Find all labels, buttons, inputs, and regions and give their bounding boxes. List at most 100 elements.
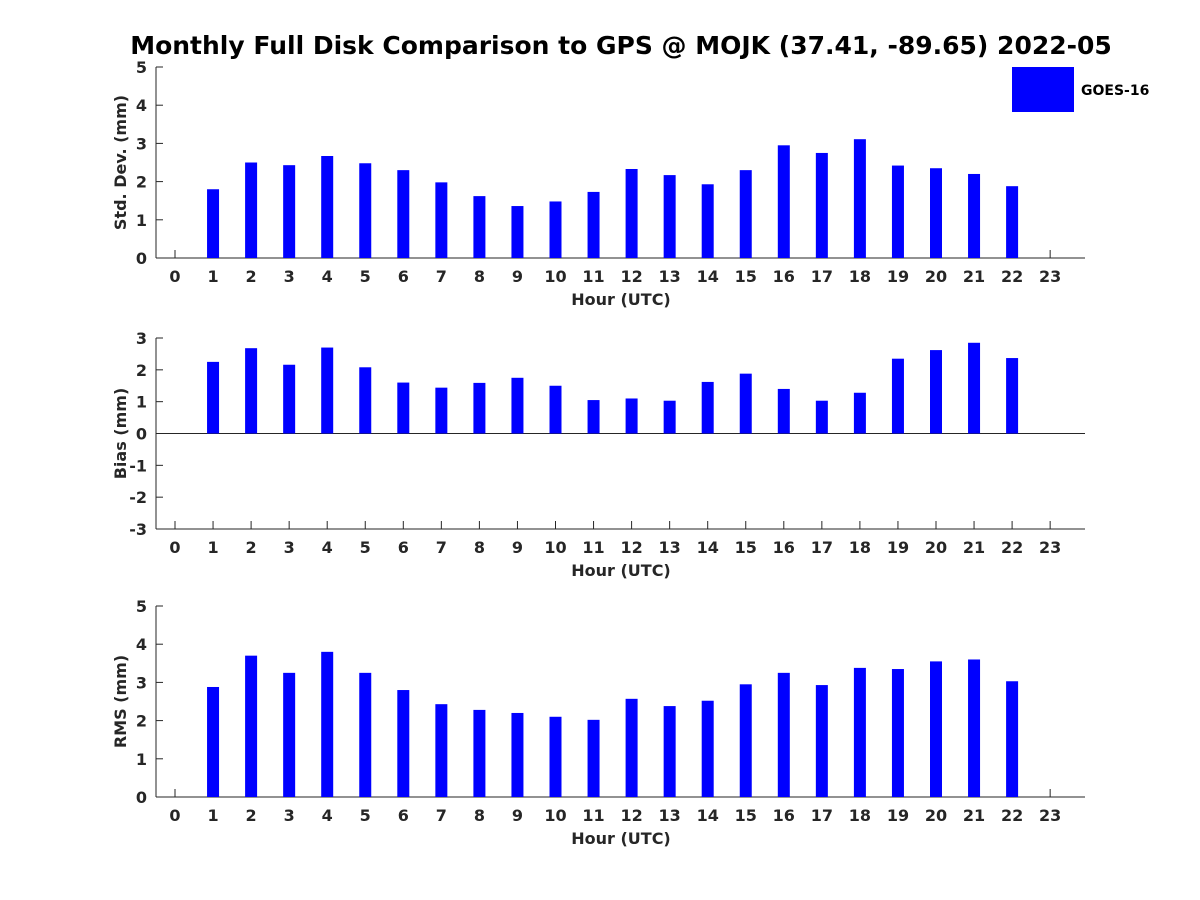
std-dev-x-tick-label: 2: [246, 267, 257, 286]
bias-x-tick-label: 13: [659, 538, 681, 557]
bias-x-tick-label: 12: [620, 538, 642, 557]
rms-x-tick-label: 18: [849, 806, 871, 825]
std-dev-bar-hour-17: [815, 152, 828, 258]
rms-x-tick-label: 21: [963, 806, 985, 825]
rms-bar-hour-12: [625, 698, 638, 797]
std-dev-bar-hour-3: [283, 165, 296, 258]
bias-x-tick-label: 8: [474, 538, 485, 557]
rms-x-tick-label: 4: [322, 806, 333, 825]
std-dev-x-tick-label: 6: [398, 267, 409, 286]
bias-x-tick-label: 17: [811, 538, 833, 557]
bias-x-tick-label: 7: [436, 538, 447, 557]
figure-title: Monthly Full Disk Comparison to GPS @ MO…: [130, 31, 1112, 60]
rms-x-tick-label: 5: [360, 806, 371, 825]
bias-x-tick-label: 14: [697, 538, 719, 557]
rms-x-tick-label: 2: [246, 806, 257, 825]
std-dev-bar-hour-11: [587, 191, 600, 258]
rms-x-tick-label: 20: [925, 806, 947, 825]
std-dev-y-tick-label: 3: [136, 134, 147, 153]
bias-y-tick-label: 2: [136, 361, 147, 380]
bias-bar-hour-9: [511, 377, 524, 434]
std-dev-bar-hour-4: [321, 156, 334, 258]
rms-x-tick-label: 7: [436, 806, 447, 825]
std-dev-bar-hour-12: [625, 168, 638, 258]
bias-bar-hour-2: [245, 348, 258, 434]
rms-bar-hour-21: [968, 659, 981, 797]
rms-bar-hour-1: [207, 686, 220, 797]
legend: GOES-16: [1012, 67, 1149, 112]
bias-y-axis-label: Bias (mm): [111, 388, 130, 480]
std-dev-x-tick-label: 5: [360, 267, 371, 286]
bias-bar-hour-6: [397, 382, 410, 434]
rms-y-tick-label: 0: [136, 788, 147, 807]
rms-x-tick-label: 8: [474, 806, 485, 825]
bias-x-tick-label: 9: [512, 538, 523, 557]
bias-bar-hour-5: [359, 367, 372, 434]
std-dev-bar-hour-16: [777, 145, 790, 258]
std-dev-x-tick-label: 21: [963, 267, 985, 286]
rms-x-tick-label: 17: [811, 806, 833, 825]
bias-bar-hour-11: [587, 400, 600, 434]
bias-bar-hour-22: [1006, 358, 1019, 434]
std-dev-x-tick-label: 16: [773, 267, 795, 286]
std-dev-bar-hour-9: [511, 206, 524, 258]
std-dev-bar-hour-8: [473, 196, 486, 258]
std-dev-bar-hour-14: [701, 184, 714, 258]
rms-x-tick-label: 3: [284, 806, 295, 825]
bias-bar-hour-13: [663, 400, 676, 434]
rms-x-tick-label: 14: [697, 806, 719, 825]
std-dev-y-tick-label: 0: [136, 249, 147, 268]
bias-bar-hour-17: [815, 400, 828, 434]
bias-y-tick-label: -1: [129, 456, 147, 475]
rms-bar-hour-5: [359, 672, 372, 797]
std-dev-y-tick-label: 2: [136, 173, 147, 192]
std-dev-x-tick-label: 15: [735, 267, 757, 286]
bias-x-tick-label: 21: [963, 538, 985, 557]
bias-x-tick-label: 19: [887, 538, 909, 557]
rms-y-tick-label: 1: [136, 750, 147, 769]
std-dev-x-axis-label: Hour (UTC): [571, 290, 671, 309]
bias-bar-hour-14: [701, 381, 714, 434]
rms-bar-hour-3: [283, 672, 296, 797]
std-dev-bar-hour-21: [968, 173, 981, 258]
rms-y-axis-label: RMS (mm): [111, 655, 130, 748]
rms-x-tick-label: 6: [398, 806, 409, 825]
std-dev-x-tick-label: 20: [925, 267, 947, 286]
std-dev-bar-hour-7: [435, 182, 448, 258]
bias-x-axis-label: Hour (UTC): [571, 561, 671, 580]
legend-label-goes16: GOES-16: [1081, 83, 1149, 99]
rms-x-tick-label: 10: [544, 806, 566, 825]
std-dev-bar-hour-5: [359, 163, 372, 258]
std-dev-bar-hour-22: [1006, 186, 1019, 258]
bias-x-tick-label: 5: [360, 538, 371, 557]
std-dev-bar-hour-19: [891, 165, 904, 258]
rms-x-tick-label: 16: [773, 806, 795, 825]
rms-x-tick-label: 22: [1001, 806, 1023, 825]
std-dev-x-tick-label: 13: [659, 267, 681, 286]
bias-bar-hour-19: [891, 358, 904, 434]
std-dev-y-axis-label: Std. Dev. (mm): [111, 95, 130, 230]
bias-bar-hour-10: [549, 385, 562, 434]
bias-x-tick-label: 23: [1039, 538, 1061, 557]
bias-bar-hour-1: [207, 361, 220, 434]
bias-bar-hour-15: [739, 373, 752, 434]
std-dev-x-tick-label: 11: [582, 267, 604, 286]
bias-bar-hour-21: [968, 342, 981, 434]
rms-bar-hour-10: [549, 716, 562, 797]
bias-x-tick-label: 0: [169, 538, 180, 557]
rms-x-tick-label: 0: [169, 806, 180, 825]
bias-x-tick-label: 18: [849, 538, 871, 557]
rms-x-tick-label: 11: [582, 806, 604, 825]
rms-x-tick-label: 9: [512, 806, 523, 825]
bias-x-tick-label: 6: [398, 538, 409, 557]
std-dev-x-tick-label: 14: [697, 267, 719, 286]
std-dev-y-tick-label: 4: [136, 96, 147, 115]
std-dev-x-tick-label: 7: [436, 267, 447, 286]
bias-x-tick-label: 16: [773, 538, 795, 557]
rms-y-tick-label: 2: [136, 712, 147, 731]
std-dev-x-tick-label: 22: [1001, 267, 1023, 286]
rms-x-tick-label: 13: [659, 806, 681, 825]
